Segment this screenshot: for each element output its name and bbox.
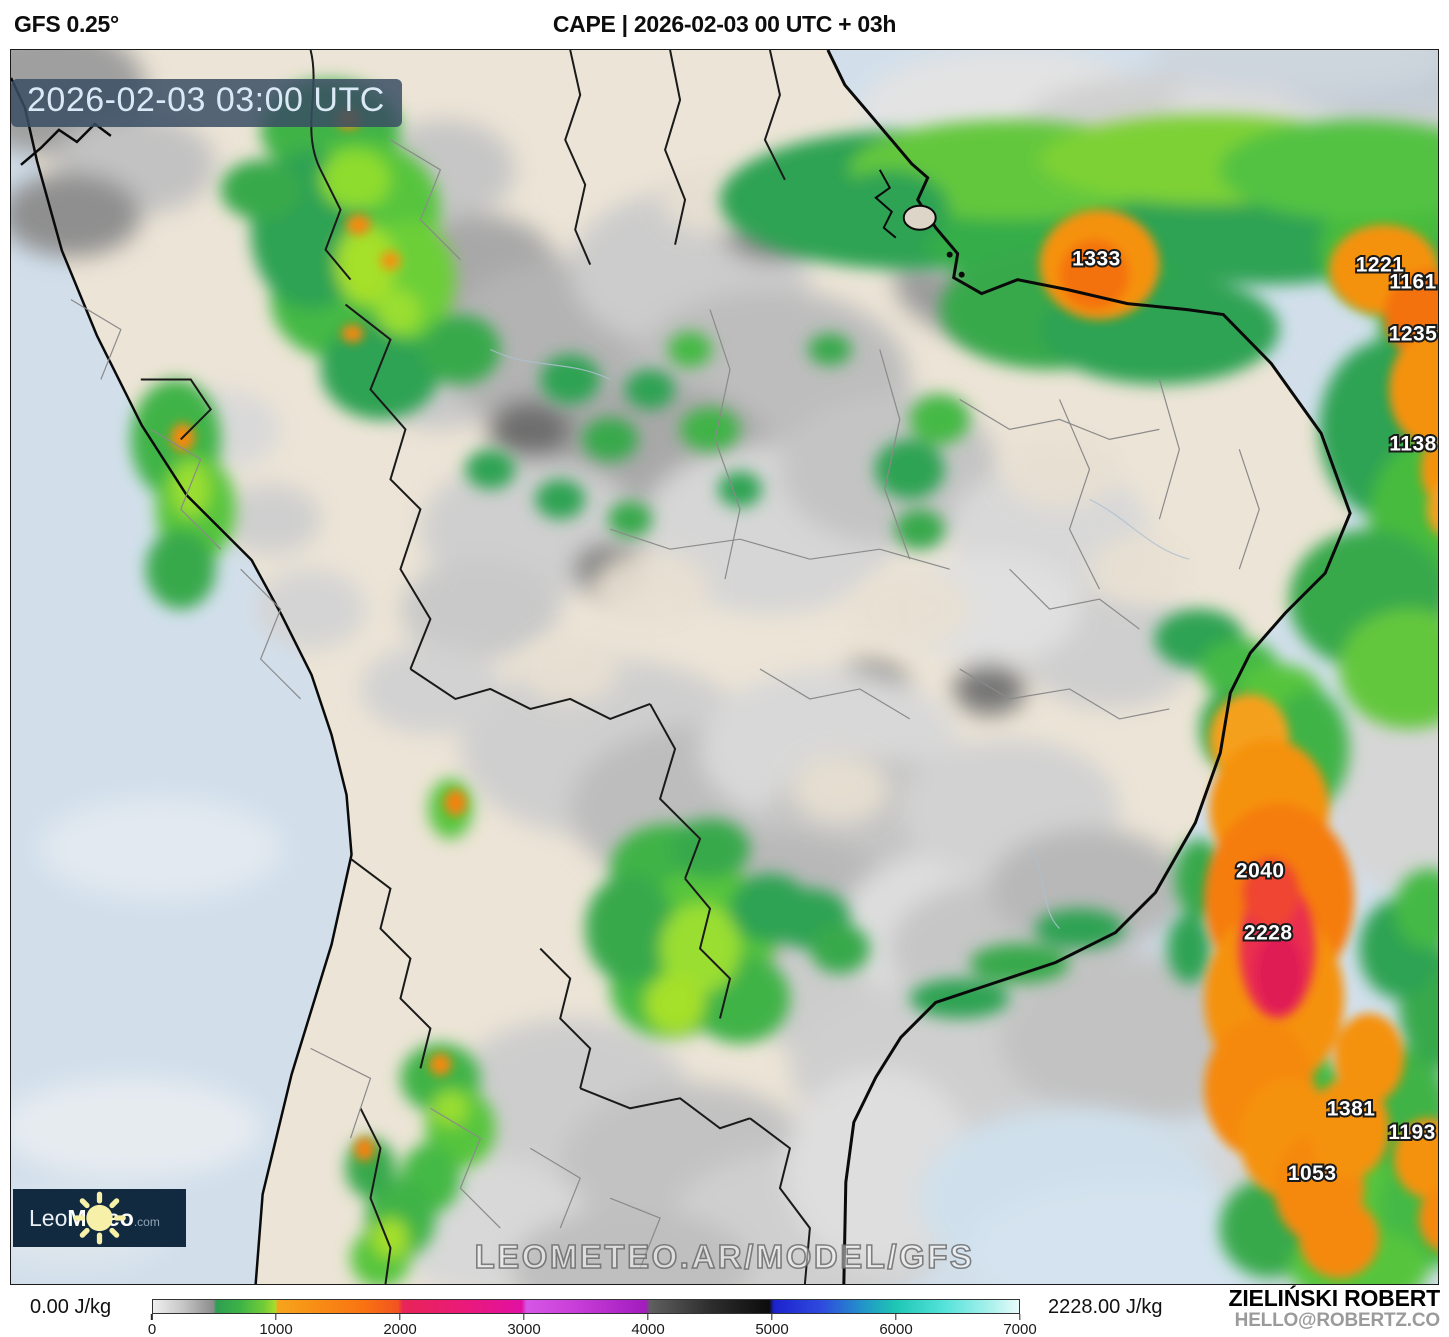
- colorbar-tick: 3000: [507, 1314, 541, 1337]
- cape-value-label: 1381: [1327, 1097, 1376, 1120]
- cape-value-label: 2040: [1236, 860, 1285, 883]
- cape-value-label: 1333: [1072, 248, 1121, 271]
- colorbar-tick: 7000: [1003, 1314, 1037, 1337]
- colorbar-tick: 2000: [383, 1314, 417, 1337]
- cape-min-value: 0.00 J/kg: [30, 1296, 112, 1318]
- colorbar-tick: 1000: [259, 1314, 293, 1337]
- author-contact: HELLO@ROBERTZ.CO: [1234, 1309, 1441, 1331]
- coastlines: [11, 50, 1352, 1284]
- logo-brand-first: Leo: [29, 1204, 68, 1231]
- cape-value-label: 2228: [1244, 922, 1293, 945]
- cape-value-label: 1235: [1389, 323, 1438, 346]
- cape-value-label: 1053: [1288, 1162, 1337, 1185]
- rivers: [490, 348, 1190, 929]
- colorbar-gradient: [152, 1299, 1020, 1314]
- map-canvas: 1333 1221 1161 1235 1138 2040 2228 1381 1193 1053…: [10, 49, 1439, 1285]
- author-name: ZIELIŃSKI ROBERT: [1228, 1285, 1441, 1311]
- model-label: GFS 0.25°: [14, 11, 119, 37]
- leometeo-logo: LeoMeteo.com: [13, 1189, 186, 1247]
- colorbar-tick: 4000: [631, 1314, 665, 1337]
- green-cape-field: [130, 79, 1438, 1284]
- country-borders: [140, 50, 811, 1284]
- colorbar-tick: 0: [148, 1314, 156, 1337]
- red-cape-core: [1239, 858, 1316, 1019]
- logo-tld: .com: [133, 1214, 160, 1229]
- timestamp-badge: 2026-02-03 03:00 UTC: [11, 79, 402, 127]
- cape-value-label: 1161: [1389, 271, 1436, 294]
- cape-value-label: 1221: [1356, 254, 1405, 277]
- watermark: LEOMETEO.AR/MODEL/GFS: [474, 1237, 975, 1276]
- credit-block: ZIELIŃSKI ROBERT HELLO@ROBERTZ.CO: [1228, 1285, 1441, 1331]
- colorbar-tick: 6000: [879, 1314, 913, 1337]
- colorbar-ticks: 0 1000 2000 3000 4000 5000 6000 7000: [148, 1314, 1037, 1337]
- sun-icon: [73, 1191, 126, 1245]
- swirl-eye: [919, 1108, 1290, 1284]
- cape-max-value: 2228.00 J/kg: [1048, 1296, 1163, 1318]
- state-borders: [70, 139, 1260, 1269]
- cape-value-label: 1193: [1388, 1121, 1435, 1144]
- colorbar-tick: 5000: [755, 1314, 789, 1337]
- page-title: CAPE | 2026-02-03 00 UTC + 03h: [552, 11, 897, 37]
- cape-value-label: 1138: [1389, 432, 1436, 455]
